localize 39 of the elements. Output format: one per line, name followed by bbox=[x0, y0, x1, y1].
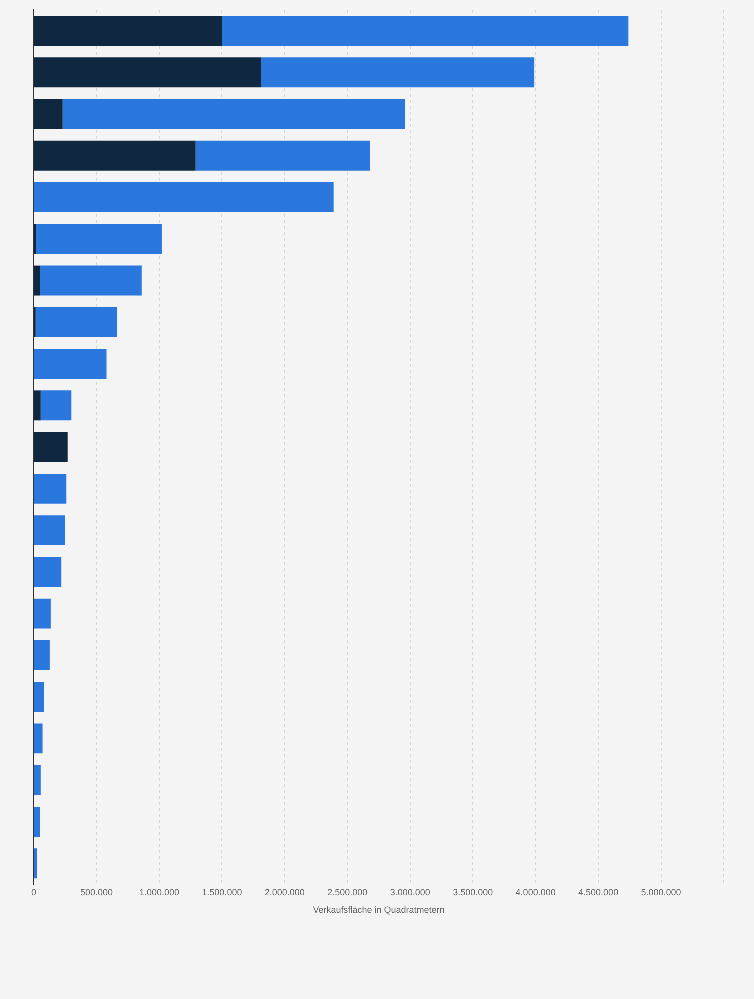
x-tick-label: 3.500.000 bbox=[453, 887, 494, 898]
bar bbox=[34, 806, 40, 837]
bar bbox=[34, 724, 43, 754]
x-axis-title: Verkaufsfläche in Quadratmetern bbox=[313, 905, 445, 916]
x-tick-label: 1.000.000 bbox=[139, 887, 180, 898]
bar bbox=[34, 349, 107, 380]
bar bbox=[34, 99, 63, 130]
bar bbox=[34, 765, 41, 796]
bar bbox=[34, 58, 262, 88]
bar bbox=[261, 58, 535, 88]
bar bbox=[34, 598, 51, 629]
bar bbox=[62, 99, 406, 130]
bar bbox=[34, 182, 334, 213]
bar bbox=[40, 266, 142, 296]
bar bbox=[34, 848, 38, 879]
bar bbox=[34, 640, 50, 670]
x-tick-label: 5.000.000 bbox=[641, 887, 682, 898]
x-tick-label: 500.000 bbox=[80, 887, 113, 898]
bar bbox=[34, 390, 41, 421]
bar bbox=[222, 16, 629, 46]
bar bbox=[40, 390, 72, 421]
bar bbox=[34, 557, 62, 588]
x-tick-label: 0 bbox=[31, 887, 37, 898]
bar bbox=[34, 516, 66, 546]
bar bbox=[36, 224, 162, 254]
bar bbox=[34, 474, 67, 504]
x-tick-label: 1.500.000 bbox=[202, 887, 242, 898]
bar bbox=[34, 682, 44, 712]
x-tick-label: 4.500.000 bbox=[578, 887, 619, 898]
bar bbox=[34, 140, 196, 171]
bar bbox=[34, 266, 40, 296]
bar bbox=[196, 140, 370, 171]
x-tick-label: 2.500.000 bbox=[328, 887, 368, 898]
bar bbox=[34, 432, 68, 462]
bar bbox=[36, 307, 118, 338]
x-tick-label: 2.000.000 bbox=[264, 887, 305, 898]
x-tick-label: 3.000.000 bbox=[390, 887, 430, 898]
x-tick-label: 4.000.000 bbox=[516, 887, 556, 898]
bar bbox=[34, 16, 222, 46]
